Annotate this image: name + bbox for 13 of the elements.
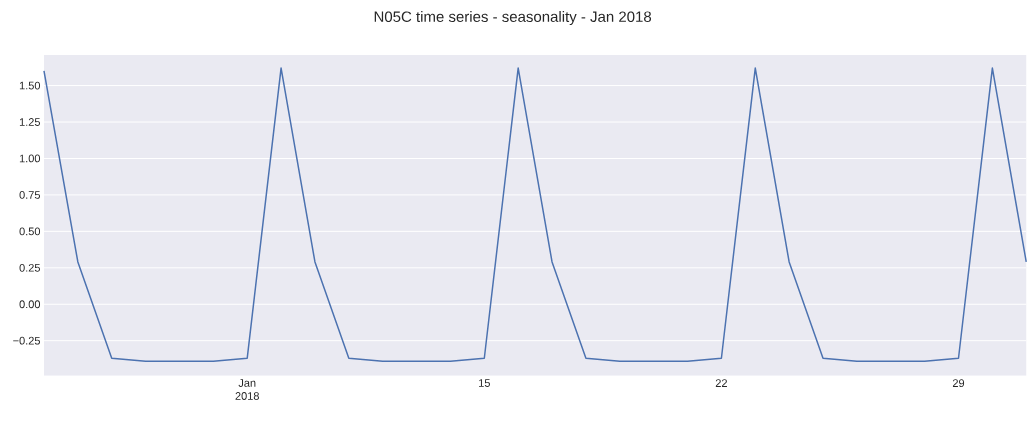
x-tick-label: Jan 2018 (235, 379, 259, 401)
chart-title: N05C time series - seasonality - Jan 2018 (374, 11, 652, 26)
x-tick-label: 15 (479, 379, 490, 388)
y-tick-label: 1.00 (19, 154, 41, 163)
x-tick-label: 29 (952, 379, 965, 388)
y-tick-label: 0.25 (19, 264, 40, 272)
y-tick-label: 0.50 (19, 227, 41, 236)
y-tick-label: 1.25 (19, 118, 40, 127)
y-tick-label: −0.25 (13, 336, 40, 345)
y-tick-label: 1.50 (19, 81, 41, 90)
y-tick-label: 0.00 (19, 300, 41, 309)
x-tick-label: 22 (715, 379, 727, 388)
y-tick-label: 0.75 (19, 191, 40, 199)
